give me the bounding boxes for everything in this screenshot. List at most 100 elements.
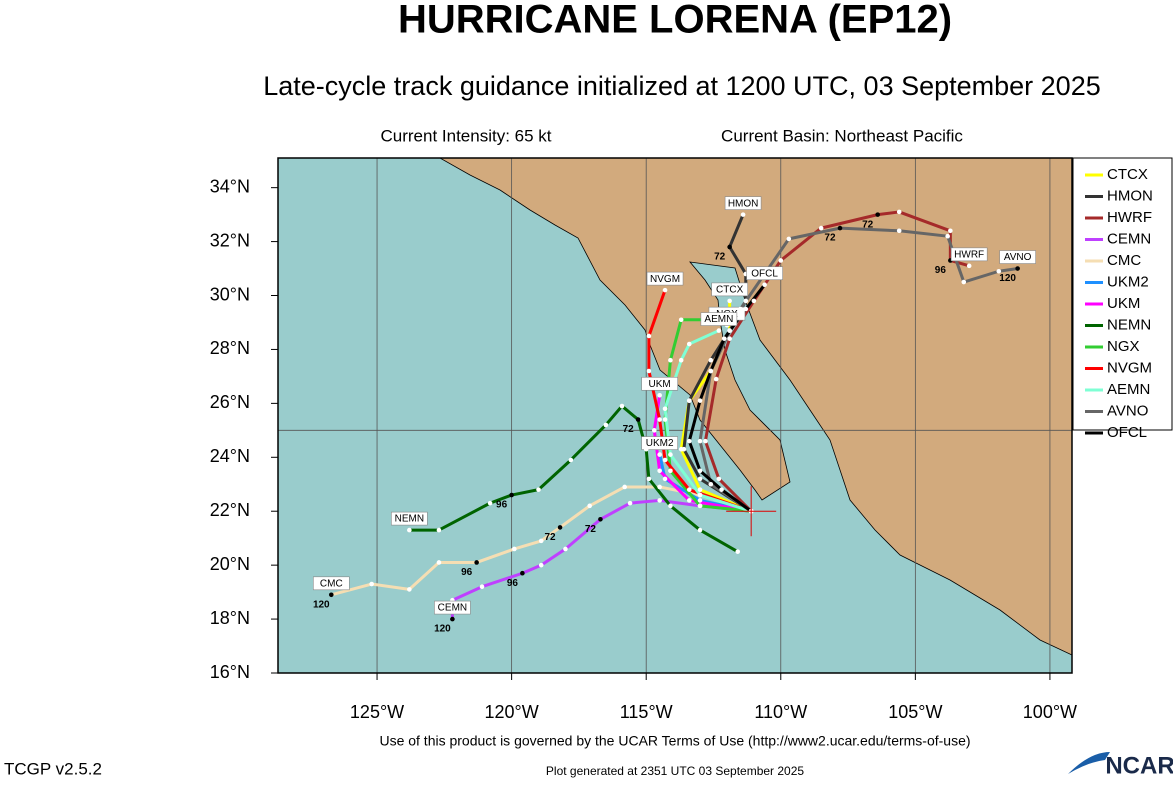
track-point bbox=[727, 244, 732, 250]
track-point bbox=[657, 452, 662, 457]
track-tag: CTCX bbox=[716, 285, 744, 296]
track-point bbox=[668, 468, 673, 474]
track-point bbox=[646, 476, 652, 482]
track-point bbox=[686, 438, 692, 444]
track-point bbox=[721, 336, 727, 341]
track-point bbox=[436, 560, 442, 565]
hour-label: 120 bbox=[313, 599, 330, 610]
track-point bbox=[598, 517, 603, 522]
track-tag-box bbox=[999, 250, 1036, 264]
legend-label: CEMN bbox=[1107, 230, 1151, 247]
y-tick-label: 34°N bbox=[210, 176, 250, 196]
track-point bbox=[407, 587, 412, 592]
y-tick-label: 28°N bbox=[210, 338, 250, 358]
hour-label: 72 bbox=[714, 252, 726, 263]
track-point bbox=[697, 487, 703, 492]
track-point bbox=[778, 258, 784, 263]
track-point bbox=[668, 503, 673, 509]
track-tag: OFCL bbox=[751, 268, 778, 279]
legend-label: CMC bbox=[1107, 252, 1141, 269]
track-point bbox=[662, 476, 668, 482]
x-tick-label: 105°W bbox=[888, 702, 942, 722]
track-point bbox=[407, 527, 412, 533]
track-point bbox=[662, 457, 668, 463]
y-tick-label: 32°N bbox=[210, 230, 250, 250]
track-point bbox=[948, 228, 953, 234]
track-point bbox=[536, 487, 541, 492]
hour-label: 96 bbox=[935, 265, 947, 276]
track-point bbox=[716, 476, 722, 482]
track-tag-box bbox=[711, 282, 748, 297]
x-tick-label: 115°W bbox=[620, 702, 673, 722]
track-point bbox=[678, 357, 684, 363]
track-point bbox=[896, 209, 902, 215]
track-point bbox=[627, 500, 633, 506]
track-point bbox=[727, 298, 732, 304]
track-point bbox=[657, 417, 662, 422]
track-point bbox=[697, 498, 703, 503]
track-point bbox=[716, 328, 722, 333]
track-tag-box bbox=[700, 312, 738, 326]
version: TCGP v2.5.2 bbox=[4, 759, 102, 778]
legend-label: HWRF bbox=[1107, 209, 1152, 226]
track-point bbox=[786, 236, 792, 242]
track-point bbox=[708, 357, 714, 363]
track-tag: AEMN bbox=[704, 314, 733, 325]
track-point bbox=[622, 484, 627, 490]
track-point bbox=[697, 468, 703, 474]
track-point bbox=[520, 570, 525, 576]
legend-label: UKM bbox=[1107, 295, 1140, 312]
legend-label: AEMN bbox=[1107, 381, 1150, 398]
track-point bbox=[966, 263, 972, 269]
track-point bbox=[657, 468, 662, 474]
track-point bbox=[681, 446, 687, 452]
track-point bbox=[697, 476, 703, 482]
track-point bbox=[563, 546, 568, 552]
hour-label: 120 bbox=[434, 624, 451, 635]
track-point bbox=[719, 487, 724, 492]
track-point bbox=[1015, 266, 1020, 271]
hour-label: 72 bbox=[623, 424, 635, 435]
track-point bbox=[945, 233, 950, 239]
track-point bbox=[818, 225, 824, 231]
track-tag-box bbox=[724, 196, 762, 210]
legend-entries: CTCX HMON HWRF CEMN CMC UKM2 UKM NEMN NGX NVGM AEM… bbox=[1085, 166, 1153, 441]
subtitle: Late-cycle track guidance initialized at… bbox=[263, 71, 1100, 101]
y-tick-label: 18°N bbox=[210, 608, 250, 628]
track-tag-box bbox=[950, 247, 988, 262]
terms: Use of this product is governed by the U… bbox=[379, 733, 970, 749]
track-point bbox=[727, 336, 732, 341]
track-line bbox=[409, 404, 739, 553]
track-point bbox=[436, 527, 442, 533]
track-point bbox=[657, 484, 662, 490]
track-point bbox=[837, 225, 843, 231]
track-tag-box bbox=[641, 436, 678, 450]
x-tick-label: 110°W bbox=[754, 702, 807, 722]
track-point bbox=[678, 317, 684, 323]
track-point bbox=[587, 503, 592, 509]
legend-label: UKM2 bbox=[1107, 273, 1149, 290]
track-tag-box bbox=[646, 271, 684, 286]
track-tag: NVGM bbox=[650, 274, 680, 285]
track-tag-box bbox=[434, 600, 471, 615]
track-point bbox=[686, 398, 692, 403]
track-point bbox=[896, 228, 902, 234]
hour-label: 72 bbox=[824, 233, 836, 244]
track-point bbox=[875, 212, 880, 217]
y-tick-label: 20°N bbox=[210, 554, 250, 574]
x-tick-label: 120°W bbox=[485, 702, 539, 722]
legend-label: NVGM bbox=[1107, 359, 1152, 376]
track-point bbox=[474, 560, 479, 565]
track-point bbox=[686, 341, 692, 347]
y-tick-label: 26°N bbox=[210, 392, 250, 412]
track-point bbox=[557, 525, 563, 530]
track-point bbox=[961, 279, 967, 285]
track-point bbox=[751, 298, 757, 304]
track-point bbox=[662, 406, 668, 412]
y-tick-label: 22°N bbox=[210, 500, 250, 520]
legend-label: CTCX bbox=[1107, 166, 1148, 183]
track-point bbox=[996, 268, 1002, 274]
track-point bbox=[450, 616, 455, 622]
track-point bbox=[735, 549, 741, 554]
track-point bbox=[697, 527, 703, 533]
